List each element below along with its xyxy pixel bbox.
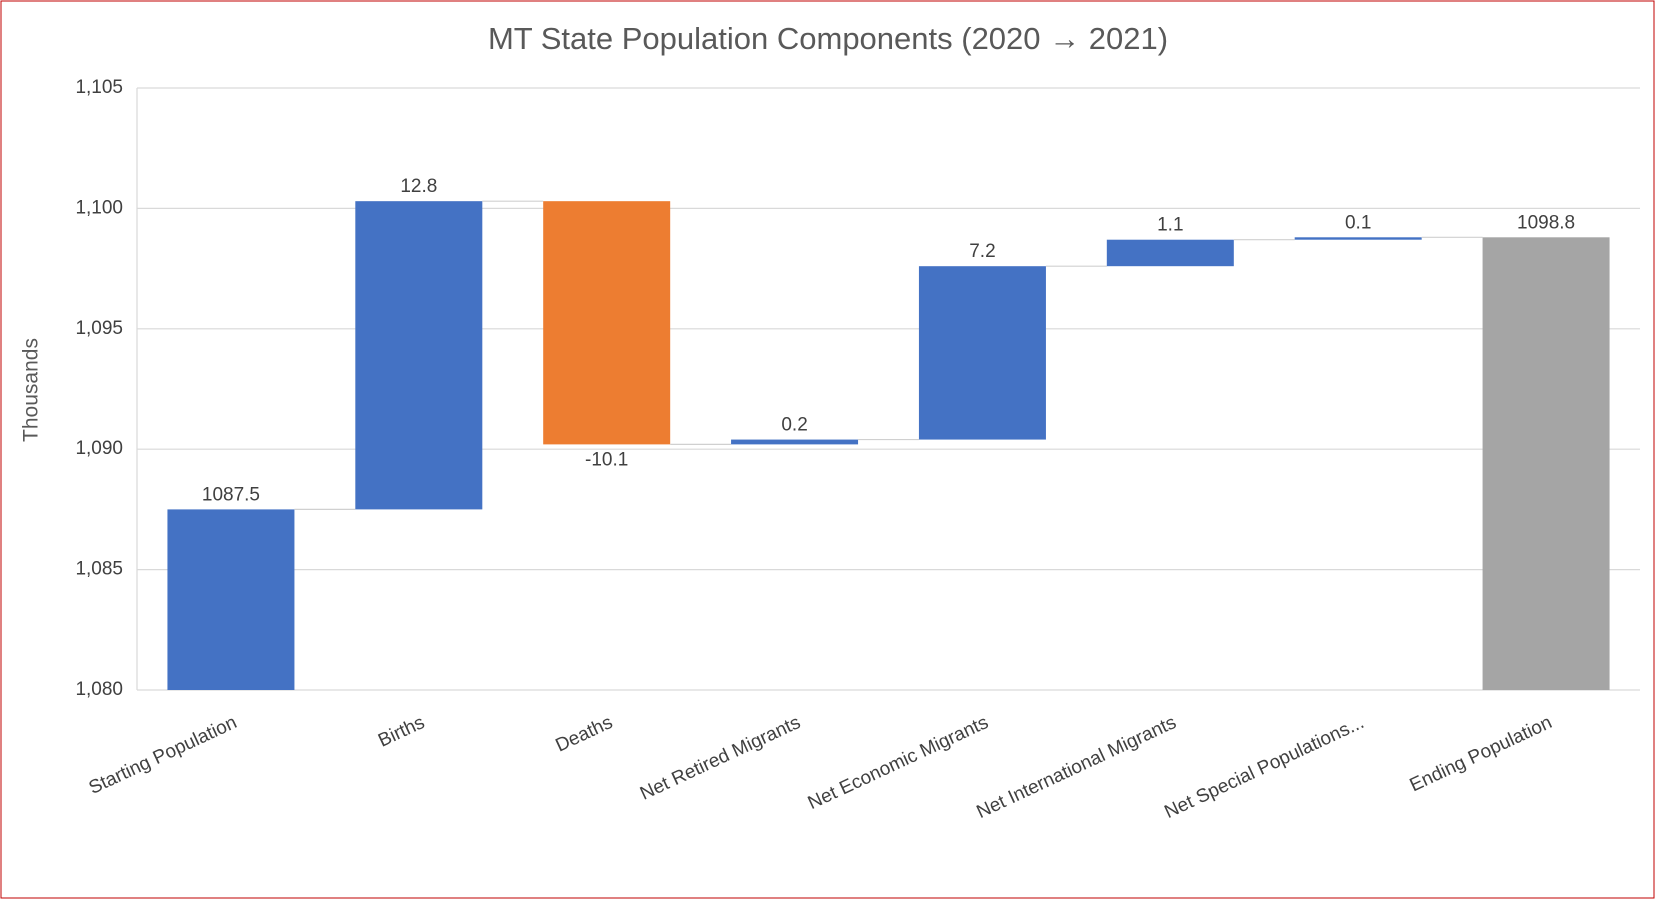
data-label: 12.8 [400, 176, 437, 197]
bar [355, 201, 483, 510]
y-axis-label: Thousands [20, 338, 43, 442]
chart-title: MT State Population Components (2020 → 2… [488, 21, 1168, 56]
data-label: 0.2 [781, 415, 807, 436]
y-tick-label: 1,095 [75, 318, 123, 339]
data-label: 1098.8 [1517, 212, 1575, 233]
y-tick-label: 1,080 [75, 679, 123, 700]
data-label: 0.1 [1345, 212, 1371, 233]
data-label: 1087.5 [202, 484, 260, 505]
data-label: 1.1 [1157, 215, 1183, 236]
data-label: 7.2 [969, 241, 995, 262]
bar [1106, 239, 1234, 267]
bar [1482, 237, 1610, 690]
y-tick-label: 1,090 [75, 438, 123, 459]
bar [543, 201, 671, 445]
bar [731, 439, 859, 445]
data-label: -10.1 [585, 449, 628, 470]
y-tick-label: 1,085 [75, 559, 123, 580]
bar [167, 509, 295, 690]
y-tick-label: 1,105 [75, 77, 123, 98]
bar [1294, 237, 1422, 240]
bar [918, 266, 1046, 440]
y-tick-label: 1,100 [75, 197, 123, 218]
